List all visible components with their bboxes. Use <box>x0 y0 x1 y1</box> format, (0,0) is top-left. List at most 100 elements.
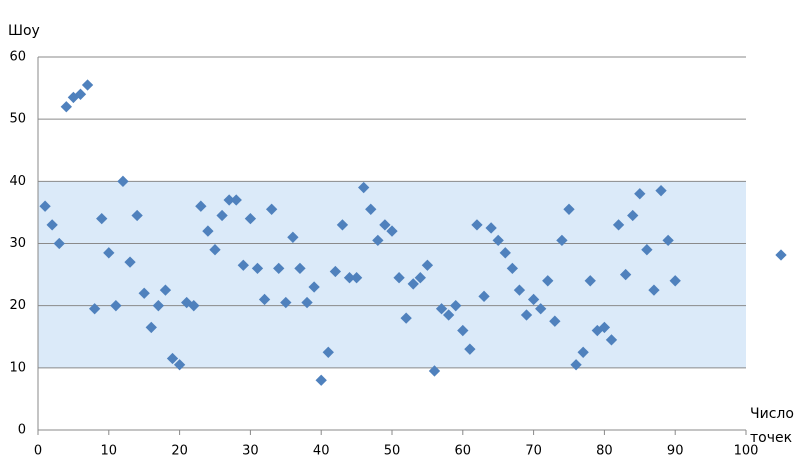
point <box>471 219 483 231</box>
point <box>442 309 455 321</box>
point <box>648 284 660 296</box>
point <box>258 293 271 306</box>
x-tick-label: 90 <box>667 444 684 459</box>
x-tick-label: 80 <box>596 444 613 459</box>
point <box>159 284 172 296</box>
point <box>166 352 179 365</box>
point <box>527 293 540 306</box>
x-tick-label: 70 <box>525 444 542 459</box>
point <box>244 212 257 225</box>
y-tick-label: 10 <box>9 360 26 375</box>
y-tick-label: 0 <box>18 423 26 438</box>
point <box>492 234 504 247</box>
point <box>428 365 441 377</box>
point <box>485 222 497 234</box>
point <box>336 219 349 231</box>
point <box>195 200 207 212</box>
point <box>322 346 334 358</box>
point <box>138 287 150 299</box>
point <box>563 203 575 215</box>
point <box>393 272 405 284</box>
point <box>152 300 165 312</box>
point <box>329 265 342 278</box>
point <box>145 321 157 334</box>
point <box>506 262 519 275</box>
point <box>223 194 235 206</box>
y-tick-label: 40 <box>9 174 26 189</box>
y-tick-label: 20 <box>9 298 26 313</box>
point <box>535 303 547 315</box>
point <box>598 321 611 334</box>
x-tick-label: 20 <box>171 444 188 459</box>
point <box>464 343 476 355</box>
point <box>513 284 526 296</box>
point <box>173 359 186 371</box>
point <box>209 244 221 256</box>
point <box>520 309 533 321</box>
point <box>365 203 377 215</box>
point <box>634 188 646 200</box>
point <box>131 209 143 222</box>
point <box>372 234 384 247</box>
point <box>315 374 327 386</box>
x-tick-label: 0 <box>34 444 42 459</box>
point <box>280 296 292 309</box>
point <box>400 312 412 324</box>
x-tick-label: 10 <box>101 444 118 459</box>
point <box>669 275 681 287</box>
point <box>46 219 58 231</box>
point <box>386 225 398 237</box>
point <box>435 303 448 315</box>
x-tick-label: 100 <box>734 444 759 459</box>
point <box>612 219 625 231</box>
point <box>478 290 490 302</box>
point <box>542 275 554 287</box>
point <box>627 209 639 222</box>
band <box>38 181 746 368</box>
x-tick-label: 50 <box>384 444 401 459</box>
y-tick-label: 50 <box>9 112 26 127</box>
point <box>556 234 568 247</box>
point <box>655 185 667 197</box>
y-axis-label: Шоу <box>8 23 40 39</box>
point <box>308 281 320 293</box>
y-tick-label: 30 <box>9 236 26 251</box>
point <box>549 315 561 327</box>
x-tick-label: 40 <box>313 444 330 459</box>
x-tick-label: 60 <box>455 444 472 459</box>
point <box>301 296 313 309</box>
point <box>202 225 214 237</box>
point <box>379 219 391 231</box>
point <box>450 300 462 312</box>
point <box>188 300 200 312</box>
point <box>570 359 582 371</box>
point <box>457 324 469 337</box>
x-tick-label: 30 <box>242 444 259 459</box>
point <box>499 247 511 259</box>
point <box>237 259 249 271</box>
point <box>407 278 419 290</box>
point <box>287 231 299 243</box>
x-axis-label: Число точек <box>750 406 794 446</box>
point <box>584 275 596 287</box>
point <box>421 259 434 271</box>
point <box>230 194 242 206</box>
y-tick-label: 60 <box>9 50 26 65</box>
point <box>662 234 674 247</box>
point <box>60 101 72 113</box>
point <box>216 209 228 222</box>
point <box>265 203 278 215</box>
legend-marker <box>775 249 787 261</box>
point <box>577 346 589 358</box>
point <box>414 272 426 284</box>
point <box>294 262 306 275</box>
point <box>641 244 653 256</box>
point <box>273 262 285 275</box>
point <box>81 79 94 91</box>
point <box>39 200 51 212</box>
point <box>343 272 356 284</box>
point <box>350 272 363 284</box>
point <box>358 181 370 194</box>
